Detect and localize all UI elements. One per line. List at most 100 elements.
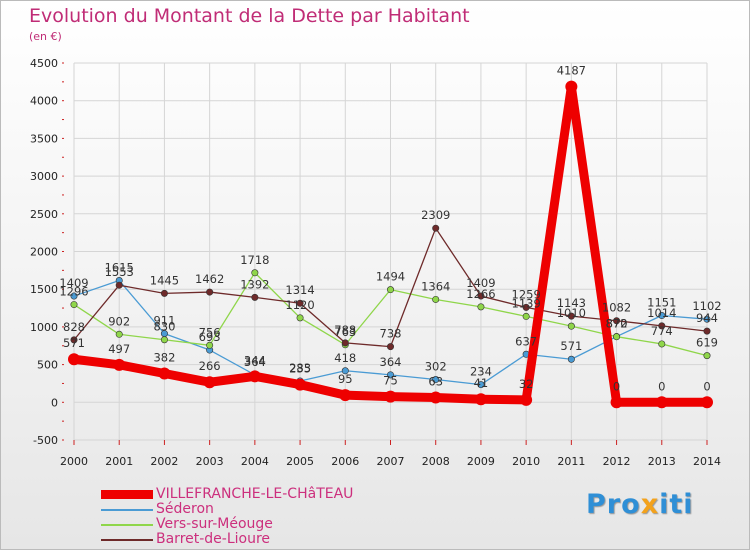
y-tick-label: -500 — [33, 434, 58, 447]
data-label: 1445 — [150, 273, 179, 287]
data-label: 763 — [334, 325, 356, 339]
legend-swatch — [101, 490, 153, 499]
series-point — [70, 301, 78, 309]
data-label: 4187 — [557, 64, 586, 78]
series-point — [567, 355, 575, 363]
x-tick-label: 2008 — [422, 455, 450, 468]
series-point — [703, 327, 711, 335]
data-label: 1409 — [466, 276, 495, 290]
legend-label: Vers-sur-Méouge — [156, 516, 273, 532]
series-point — [115, 281, 123, 289]
data-label: 302 — [425, 360, 447, 374]
x-tick-label: 2003 — [196, 455, 224, 468]
series-point — [70, 292, 78, 300]
y-tick-label: 3000 — [30, 170, 58, 183]
data-label: 1364 — [421, 279, 450, 293]
y-tick-label: 2500 — [30, 208, 58, 221]
data-label: 944 — [696, 311, 718, 325]
data-label: 63 — [428, 375, 443, 389]
series-point — [341, 339, 349, 347]
series-point — [115, 330, 123, 338]
x-tick-label: 2007 — [377, 455, 405, 468]
data-label: 1014 — [647, 306, 676, 320]
series-point — [429, 391, 442, 404]
data-label: 364 — [244, 355, 266, 369]
data-label: 693 — [199, 330, 221, 344]
series-point — [339, 389, 352, 402]
data-label: 497 — [108, 342, 130, 356]
data-label: 1143 — [557, 296, 586, 310]
data-label: 828 — [63, 320, 85, 334]
series-point — [613, 333, 621, 341]
data-label: 1392 — [240, 277, 269, 291]
data-label: 1494 — [376, 270, 405, 284]
data-label: 911 — [153, 314, 175, 328]
series-point — [251, 293, 259, 301]
x-tick-label: 2006 — [331, 455, 359, 468]
data-label: 872 — [606, 317, 628, 331]
data-label: 0 — [613, 379, 620, 393]
x-tick-label: 2011 — [557, 455, 585, 468]
data-label: 788 — [334, 323, 356, 337]
data-label: 1120 — [285, 298, 314, 312]
x-tick-label: 2009 — [467, 455, 495, 468]
data-label: 1010 — [557, 306, 586, 320]
series-point — [522, 312, 530, 320]
legend-label: VILLEFRANCHE-LE-CHâTEAU — [156, 486, 354, 502]
data-label: 234 — [470, 365, 492, 379]
series-point — [520, 393, 533, 406]
series-point — [294, 378, 307, 391]
data-label: 75 — [383, 374, 398, 388]
axes: -500 0 500 1000 1500 2000 2500 3000 3500 4000 4500… — [30, 57, 721, 468]
data-label: 2309 — [421, 208, 450, 222]
data-label: 235 — [289, 362, 311, 376]
series-point — [701, 396, 713, 409]
series-point — [477, 303, 485, 311]
series-point — [658, 312, 666, 320]
series-point — [703, 315, 711, 323]
data-label: 774 — [651, 324, 673, 338]
series-point — [567, 312, 575, 320]
grid-lines — [73, 62, 708, 441]
series-point — [384, 390, 397, 403]
legend-label: Séderon — [156, 501, 214, 517]
series-point — [658, 340, 666, 348]
x-tick-label: 2004 — [241, 455, 269, 468]
data-label: 830 — [153, 320, 175, 334]
series-point — [474, 393, 487, 406]
data-label: 571 — [63, 336, 85, 350]
data-label: 738 — [380, 327, 402, 341]
series-point — [703, 352, 711, 360]
series-point — [160, 289, 168, 297]
y-tick-label: 3500 — [30, 132, 58, 145]
data-label: 32 — [519, 377, 534, 391]
series-point — [658, 322, 666, 330]
data-label: 1615 — [105, 261, 134, 275]
legend-swatch — [101, 523, 153, 526]
data-label: 1409 — [59, 276, 88, 290]
x-tick-label: 2001 — [105, 455, 133, 468]
y-tick-label: 1500 — [30, 283, 58, 296]
unit-label: (en €) — [29, 30, 62, 43]
proxiti-logo: Proxiti — [586, 489, 694, 520]
data-label: 364 — [380, 355, 402, 369]
series-point — [432, 376, 440, 384]
data-label: 283 — [289, 361, 311, 375]
series-point — [248, 370, 261, 383]
data-label: 1553 — [105, 265, 134, 279]
data-label: 0 — [703, 379, 710, 393]
y-tick-label: 0 — [51, 396, 58, 409]
series-point — [251, 269, 259, 277]
series-point — [432, 224, 440, 232]
series-point — [610, 396, 623, 409]
data-label: 95 — [338, 372, 353, 386]
y-tick-label: 4500 — [30, 57, 58, 70]
data-label: 571 — [560, 339, 582, 353]
x-tick-label: 2002 — [150, 455, 178, 468]
series-point — [565, 80, 578, 93]
x-tick-label: 2010 — [512, 455, 540, 468]
data-label: 266 — [199, 359, 221, 373]
series-point — [296, 299, 304, 307]
